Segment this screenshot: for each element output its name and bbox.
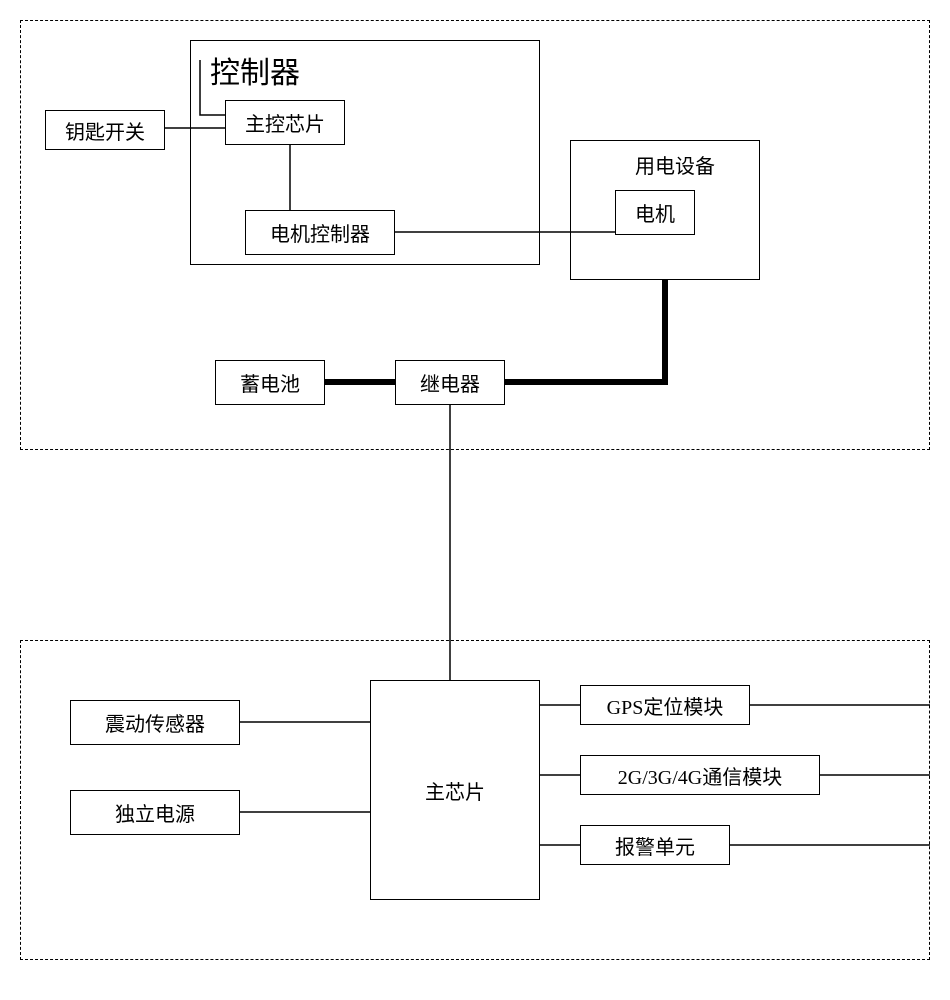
- comm-module-node: 2G/3G/4G通信模块: [580, 755, 820, 795]
- relay-node: 继电器: [395, 360, 505, 405]
- motor-node: 电机: [615, 190, 695, 235]
- controller-title: 控制器: [210, 48, 300, 92]
- alarm-unit-node: 报警单元: [580, 825, 730, 865]
- main-control-chip-node: 主控芯片: [225, 100, 345, 145]
- key-switch-node: 钥匙开关: [45, 110, 165, 150]
- battery-node: 蓄电池: [215, 360, 325, 405]
- equipment-title: 用电设备: [635, 150, 715, 179]
- motor-controller-node: 电机控制器: [245, 210, 395, 255]
- main-chip-node: 主芯片: [370, 680, 540, 900]
- vibration-sensor-node: 震动传感器: [70, 700, 240, 745]
- independent-power-node: 独立电源: [70, 790, 240, 835]
- bottom-region-top-border: [20, 640, 930, 641]
- gps-module-node: GPS定位模块: [580, 685, 750, 725]
